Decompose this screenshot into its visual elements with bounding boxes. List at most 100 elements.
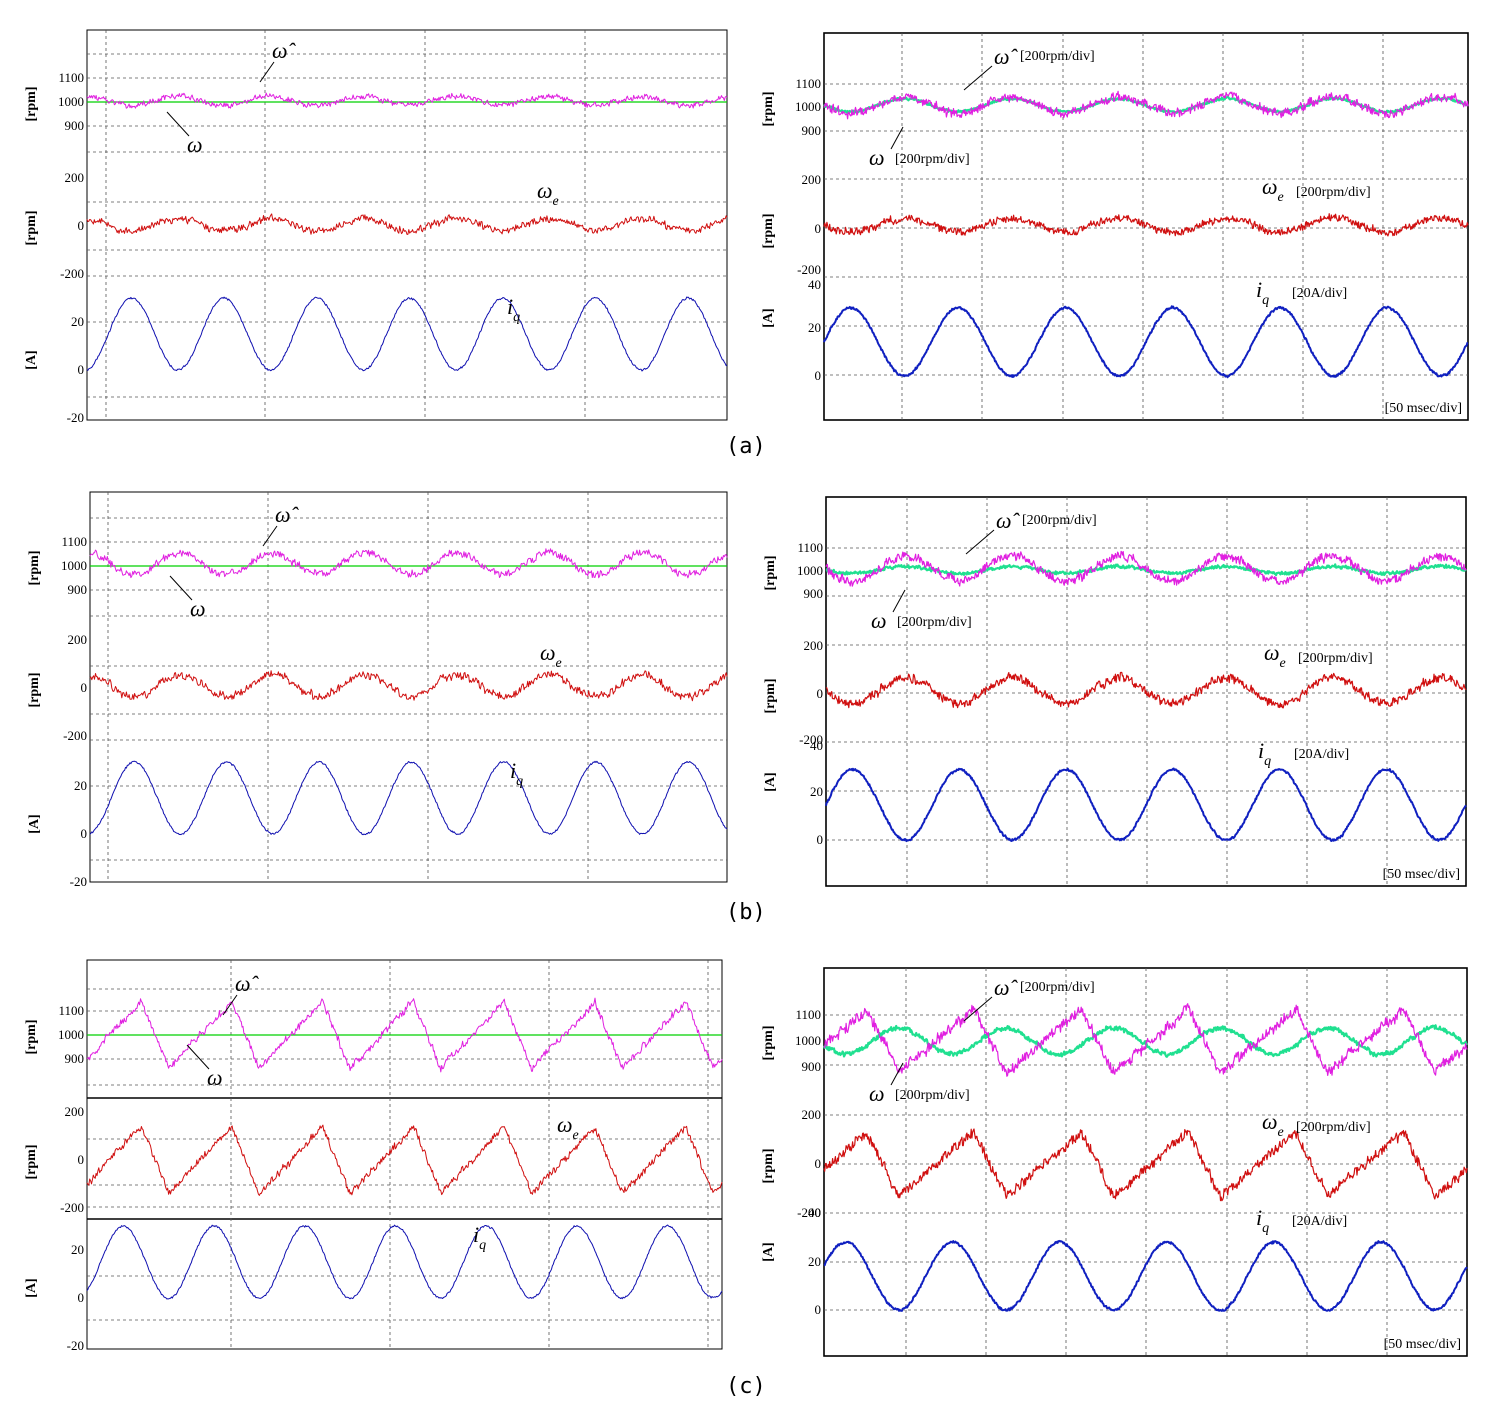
b-exp-error-div-label: [200rpm/div] xyxy=(1298,651,1373,666)
a-exp-speed-axis-label: [rpm] xyxy=(761,92,776,127)
a-exp-speed-ref-label: ω xyxy=(869,145,885,170)
b-exp-current-div-label: [20A/div] xyxy=(1294,747,1349,762)
c-sim-current-tick-label: -20 xyxy=(67,1338,84,1353)
c-exp-speed-est-div-label: [200rpm/div] xyxy=(1020,980,1095,995)
b-exp-current-tick-label: 0 xyxy=(817,832,824,847)
b-sim-current-axis-label: [A] xyxy=(27,814,42,833)
b-sim-current-tick-label: 20 xyxy=(74,778,87,793)
a-sim-speed-tick-label: 900 xyxy=(65,118,85,133)
b-exp-speed-estimate-trace xyxy=(825,550,1467,587)
a-sim-speed-ref-label: ω xyxy=(187,132,203,157)
a-sim-current-tick-label: -20 xyxy=(67,410,84,425)
c-exp-error-tick-label: 0 xyxy=(815,1156,822,1171)
c-sim-error-axis-label: [rpm] xyxy=(24,1145,39,1180)
c-exp-speed-axis-label: [rpm] xyxy=(761,1026,776,1061)
caption-c: (c) xyxy=(726,1374,766,1399)
b-exp-speed-tick-label: 1100 xyxy=(797,540,823,555)
a-sim-plot-frame xyxy=(86,29,728,421)
a-sim-speed-tick-label: 1100 xyxy=(58,70,84,85)
a-exp-speed-est-pointer xyxy=(963,65,993,91)
a-sim-current-axis-label: [A] xyxy=(24,350,39,369)
a-sim-current-tick-label: 0 xyxy=(78,362,85,377)
a-exp-error-tick-label: 0 xyxy=(815,221,822,236)
c-exp-error-div-label: [200rpm/div] xyxy=(1296,1120,1371,1135)
b-exp-speed-ref-label: ω xyxy=(871,608,887,633)
c-exp-time-div-label: [50 msec/div] xyxy=(1384,1337,1461,1352)
a-exp-error-tick-label: 200 xyxy=(802,172,822,187)
b-sim-speed-axis-label: [rpm] xyxy=(27,551,42,586)
c-exp-speed-tick-label: 900 xyxy=(802,1059,822,1074)
a-sim-error-tick-label: 0 xyxy=(78,218,85,233)
c-exp-error-tick-label: -200 xyxy=(797,1205,821,1220)
c-sim-current-axis-label: [A] xyxy=(24,1278,39,1297)
c-exp-error-trace xyxy=(823,1128,1468,1202)
b-exp-speed-est-pointer xyxy=(965,529,995,555)
a-exp-current-axis-label: [A] xyxy=(761,308,776,327)
a-exp-current-tick-label: 40 xyxy=(808,277,821,292)
b-exp-error-tick-label: 0 xyxy=(817,686,824,701)
b-sim-speed-ref-label: ω xyxy=(190,596,206,621)
b-exp-current-axis-label: [A] xyxy=(763,772,778,791)
c-sim-plot-frame xyxy=(86,959,723,1350)
c-sim-speed-tick-label: 1000 xyxy=(58,1027,84,1042)
c-exp-speed-ref-pointer xyxy=(890,1062,904,1086)
c-exp-current-trace xyxy=(823,1239,1468,1312)
a-sim-error-tick-label: -200 xyxy=(60,266,84,281)
a-sim-speed-axis-label: [rpm] xyxy=(24,87,39,122)
a-exp-speed-tick-label: 1000 xyxy=(795,99,821,114)
b-sim-current-tick-label: -20 xyxy=(70,874,87,889)
a-sim-current-trace xyxy=(86,296,728,372)
b-sim-speed-tick-label: 900 xyxy=(68,582,88,597)
a-exp-current-trace xyxy=(823,305,1469,379)
a-exp-error-trace xyxy=(823,213,1469,237)
b-exp-current-trace xyxy=(825,767,1467,843)
c-exp-speed-tick-label: 1000 xyxy=(795,1033,821,1048)
c-sim-current-tick-label: 0 xyxy=(78,1290,85,1305)
c-sim-speed-ref-label: ω xyxy=(207,1065,223,1090)
a-exp-speed-ref-pointer xyxy=(890,126,904,150)
b-sim-current-trace xyxy=(89,760,728,836)
a-sim-speed-est-pointer xyxy=(259,61,275,83)
c-sim-speed-estimate-trace xyxy=(86,997,723,1073)
a-exp-current-tick-label: 0 xyxy=(815,368,822,383)
b-exp-speed-tick-label: 900 xyxy=(804,586,824,601)
c-exp-current-tick-label: 0 xyxy=(815,1302,822,1317)
a-exp-time-div-label: [50 msec/div] xyxy=(1385,401,1462,416)
b-exp-error-tick-label: 200 xyxy=(804,638,824,653)
c-sim-error-trace xyxy=(86,1124,723,1196)
a-sim-error-tick-label: 200 xyxy=(65,170,85,185)
a-exp-speed-ref-div-label: [200rpm/div] xyxy=(895,152,970,167)
b-sim-speed-ref-pointer xyxy=(169,575,193,601)
b-sim-speed-estimate-trace xyxy=(89,548,728,579)
b-sim-error-axis-label: [rpm] xyxy=(27,673,42,708)
a-sim-error-axis-label: [rpm] xyxy=(24,211,39,246)
a-sim-speed-estimate-trace xyxy=(86,92,728,109)
c-exp-speed-est-pointer xyxy=(963,996,993,1022)
c-exp-current-axis-label: [A] xyxy=(761,1242,776,1261)
b-exp-time-div-label: [50 msec/div] xyxy=(1383,867,1460,882)
b-sim-speed-tick-label: 1000 xyxy=(61,558,87,573)
c-exp-current-tick-label: 20 xyxy=(808,1254,821,1269)
c-sim-speed-tick-label: 1100 xyxy=(58,1003,84,1018)
b-exp-speed-tick-label: 1000 xyxy=(797,563,823,578)
b-exp-error-trace xyxy=(825,671,1467,709)
b-exp-error-axis-label: [rpm] xyxy=(763,679,778,714)
b-sim-plot-frame xyxy=(89,491,728,883)
c-sim-current-trace xyxy=(86,1224,723,1300)
a-exp-speed-tick-label: 1100 xyxy=(795,76,821,91)
b-sim-error-tick-label: -200 xyxy=(63,728,87,743)
b-exp-speed-ref-div-label: [200rpm/div] xyxy=(897,615,972,630)
a-exp-speed-tick-label: 900 xyxy=(802,123,822,138)
c-sim-speed-axis-label: [rpm] xyxy=(24,1020,39,1055)
b-sim-speed-tick-label: 1100 xyxy=(61,534,87,549)
c-sim-speed-ref-pointer xyxy=(186,1044,210,1070)
a-exp-speed-estimate-trace xyxy=(823,90,1469,120)
a-exp-speed-est-div-label: [200rpm/div] xyxy=(1020,49,1095,64)
a-sim-speed-tick-label: 1000 xyxy=(58,94,84,109)
c-exp-speed-ref-label: ω xyxy=(869,1081,885,1106)
a-exp-current-tick-label: 20 xyxy=(808,320,821,335)
a-exp-error-tick-label: -200 xyxy=(797,262,821,277)
c-sim-speed-est-pointer xyxy=(222,994,238,1016)
a-exp-error-axis-label: [rpm] xyxy=(761,214,776,249)
